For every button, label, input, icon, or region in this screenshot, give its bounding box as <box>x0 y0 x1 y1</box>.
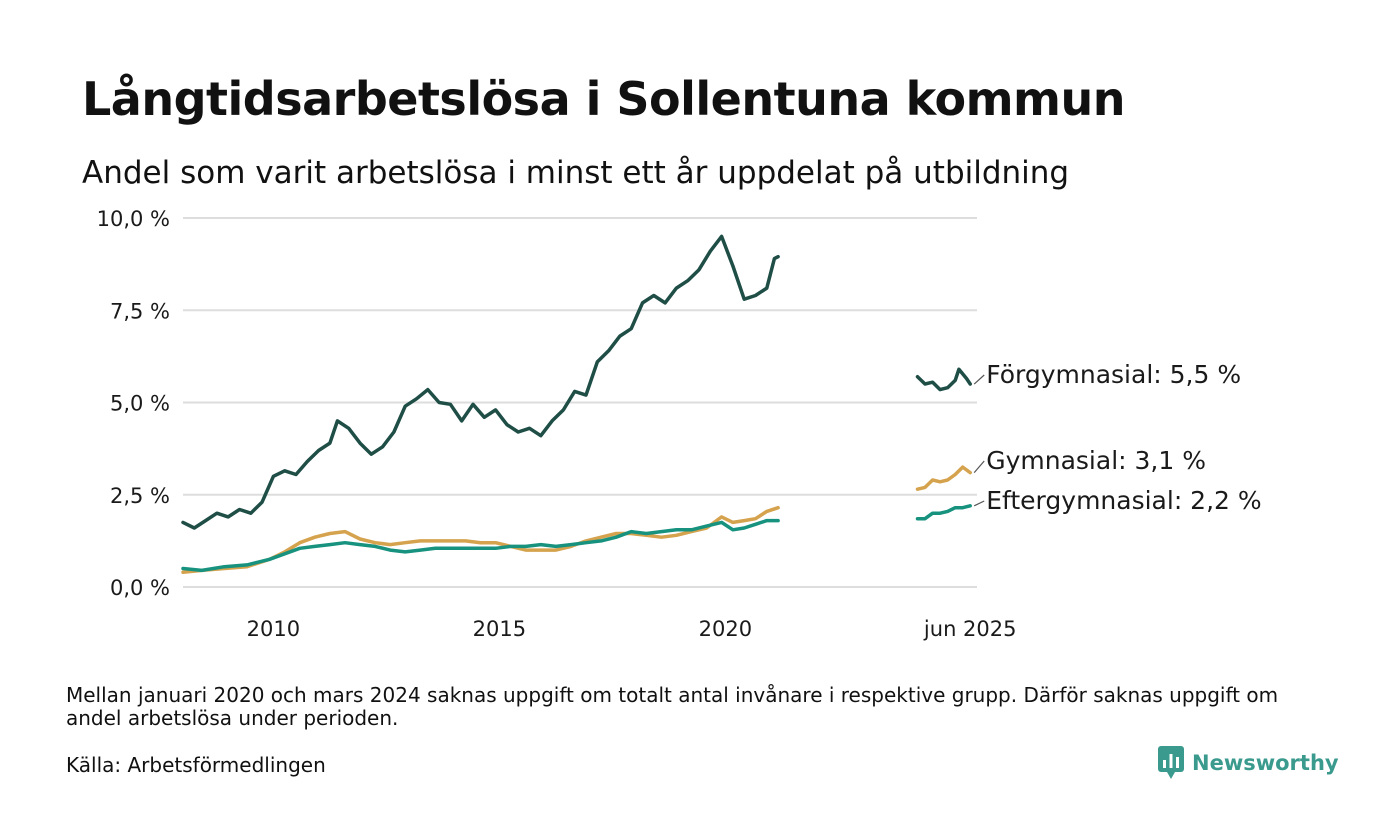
series-line-gymnasial <box>915 465 972 491</box>
series-labels: Förgymnasial: 5,5 % Gymnasial: 3,1 % Efter… <box>973 360 1262 515</box>
brand-logo: Newsworthy <box>1158 746 1339 780</box>
label-leader-line <box>973 460 985 474</box>
series-line-förgymnasial <box>915 367 972 392</box>
newsworthy-logo-icon <box>1158 746 1184 779</box>
series-line-gymnasial <box>181 505 780 574</box>
series-label-förgymnasial: Förgymnasial: 5,5 % <box>986 360 1241 389</box>
series-label-eftergymnasial: Eftergymnasial: 2,2 % <box>986 486 1261 515</box>
series-label-gymnasial: Gymnasial: 3,1 % <box>986 446 1206 475</box>
series-line-eftergymnasial <box>915 504 972 521</box>
y-tick-label: 2,5 % <box>110 484 170 508</box>
x-tick-label: 2015 <box>473 617 526 641</box>
brand-name: Newsworthy <box>1192 751 1339 775</box>
footnote: Mellan januari 2020 och mars 2024 saknas… <box>66 683 1279 730</box>
x-tick-label: jun 2025 <box>923 617 1017 641</box>
chart-title: Långtidsarbetslösa i Sollentuna kommun <box>82 72 1125 126</box>
x-tick-label: 2010 <box>247 617 300 641</box>
series-line-eftergymnasial <box>181 518 780 573</box>
y-axis-tick-labels: 0,0 % 2,5 % 5,0 % 7,5 % 10,0 % <box>97 207 170 600</box>
y-tick-label: 0,0 % <box>110 576 170 600</box>
y-tick-label: 7,5 % <box>110 299 170 323</box>
chart-subtitle: Andel som varit arbetslösa i minst ett å… <box>82 155 1070 191</box>
gridlines <box>183 217 977 588</box>
x-tick-label: 2020 <box>699 617 752 641</box>
y-tick-label: 5,0 % <box>110 392 170 416</box>
line-chart: 0,0 % 2,5 % 5,0 % 7,5 % 10,0 % 2010 2015 2020 j… <box>97 207 1262 641</box>
label-leader-line <box>973 374 985 385</box>
source-text: Källa: Arbetsförmedlingen <box>66 753 326 777</box>
x-axis-tick-labels: 2010 2015 2020 jun 2025 <box>247 617 1017 641</box>
series-line-förgymnasial <box>181 234 780 530</box>
y-tick-label: 10,0 % <box>97 207 170 231</box>
series-lines <box>181 234 972 574</box>
label-leader-line <box>973 500 985 507</box>
